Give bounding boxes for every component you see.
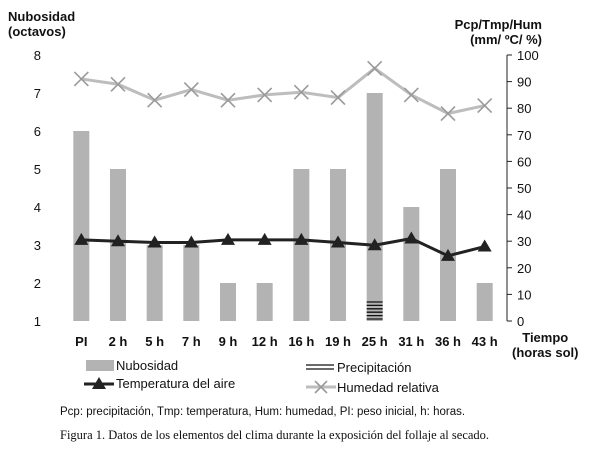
legend-marker-humedad	[314, 380, 328, 394]
humidity-line	[81, 66, 485, 116]
x-tick-label: 25 h	[362, 334, 388, 349]
temperature-point	[147, 235, 162, 248]
left-tick-label: 4	[34, 200, 41, 215]
bar-nubosidad	[183, 245, 200, 321]
bar-nubosidad	[146, 245, 163, 321]
bar-nubosidad	[293, 169, 310, 321]
legend-label-precipitacion: Precipitación	[337, 360, 412, 375]
right-tick-label: 50	[517, 181, 531, 196]
temperature-point	[111, 234, 125, 247]
right-tick-label: 60	[517, 154, 531, 169]
x-tick-label: 36 h	[435, 334, 461, 349]
right-tick-label: 30	[517, 234, 531, 249]
left-tick-label: 1	[34, 314, 41, 329]
temperature-point	[294, 232, 309, 245]
bar-nubosidad	[220, 283, 236, 321]
bar-nubosidad	[256, 283, 273, 321]
left-tick-label: 8	[34, 48, 41, 63]
bar-nubosidad	[440, 169, 456, 321]
temperature-line	[81, 236, 486, 258]
left-tick-label: 2	[34, 276, 41, 291]
humidity-point	[183, 82, 199, 98]
legend-label-humedad: Humedad relativa	[337, 380, 439, 395]
x-tick-label: 2 h	[109, 334, 128, 349]
humidity-point	[73, 71, 89, 87]
right-tick-label: 0	[517, 314, 524, 329]
right-axis-title: Pcp/Tmp/Hum (mm/ ºC/ %)	[454, 17, 542, 47]
humidity-point	[367, 60, 383, 76]
right-tick-label: 100	[517, 48, 539, 63]
x-tick-label: 9 h	[219, 334, 238, 349]
left-tick-label: 5	[34, 162, 41, 177]
humidity-point	[147, 92, 163, 108]
temperature-point	[404, 231, 419, 244]
humidity-point	[293, 84, 309, 100]
bar-nubosidad	[366, 93, 383, 321]
temperature-point	[441, 248, 455, 261]
x-tick-label: 19 h	[325, 334, 351, 349]
right-tick-label: 80	[517, 101, 531, 116]
x-tick-label: PI	[75, 334, 87, 349]
temperature-point	[184, 235, 199, 248]
right-tick-label: 10	[517, 287, 531, 302]
left-tick-label: 7	[34, 86, 41, 101]
humidity-point	[257, 87, 273, 103]
bar-nubosidad	[73, 131, 90, 321]
x-axis-title: Tiempo (horas sol)	[512, 330, 579, 360]
legend-swatch-nubosidad	[86, 360, 114, 371]
humidity-point	[403, 87, 419, 103]
temperature-point	[221, 232, 235, 245]
temperature-point	[257, 232, 272, 245]
figure-caption: Figura 1. Datos de los elementos del cli…	[60, 428, 490, 442]
left-tick-label: 6	[34, 124, 41, 139]
right-tick-label: 70	[517, 128, 531, 143]
humidity-point	[220, 92, 236, 108]
right-tick-label: 90	[517, 75, 531, 90]
legend-marker-temperatura	[92, 377, 106, 389]
bar-nubosidad	[403, 207, 420, 321]
x-tick-label: 7 h	[182, 334, 201, 349]
legend-label-nubosidad: Nubosidad	[116, 358, 179, 373]
humidity-point	[330, 89, 346, 106]
right-tick-label: 40	[517, 208, 531, 223]
left-tick-label: 3	[34, 238, 41, 253]
chart-note: Pcp: precipitación, Tmp: temperatura, Hu…	[60, 406, 466, 418]
right-tick-label: 20	[517, 261, 531, 276]
x-tick-label: 16 h	[288, 334, 314, 349]
x-tick-label: 5 h	[145, 334, 164, 349]
x-tick-label: 12 h	[252, 334, 278, 349]
temperature-point	[367, 238, 382, 251]
legend-label-temperatura: Temperatura del aire	[116, 376, 236, 391]
humidity-point	[477, 97, 493, 114]
left-axis-title: Nubosidad (octavos)	[8, 9, 76, 39]
humidity-point	[110, 76, 126, 92]
temperature-point	[74, 232, 89, 245]
bar-nubosidad	[476, 283, 493, 321]
temperature-point	[477, 239, 492, 252]
x-tick-label: 31 h	[398, 334, 424, 349]
temperature-point	[331, 235, 345, 248]
x-tick-label: 43 h	[472, 334, 498, 349]
humidity-point	[440, 105, 456, 122]
